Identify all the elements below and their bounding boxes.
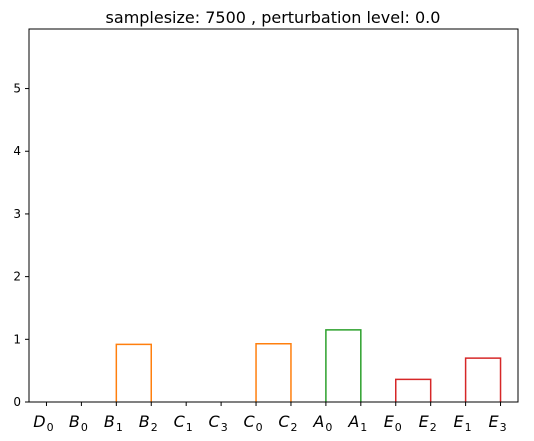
y-tick-label: 3 xyxy=(13,207,21,221)
leaf-label-C3: C3 xyxy=(209,412,228,434)
chart-title: samplesize: 7500 , perturbation level: 0… xyxy=(106,8,441,27)
leaf-label-E0: E0 xyxy=(384,412,402,434)
leaf-label-B1: B1 xyxy=(104,412,123,434)
leaf-label-E3: E3 xyxy=(488,412,506,434)
leaf-label-C1: C1 xyxy=(174,412,193,434)
dendrogram-link-8 xyxy=(325,329,362,402)
leaf-label-E2: E2 xyxy=(419,412,437,434)
leaf-label-C2: C2 xyxy=(278,412,297,434)
y-tick-label: 1 xyxy=(13,332,21,346)
dendrogram-link-9 xyxy=(395,378,432,402)
x-axis: D0 B0 B1 B2 C1 C3 C0 C2 A0 A1 E0 E2 E1 E3 xyxy=(33,402,507,434)
leaf-label-D0: D0 xyxy=(33,412,53,434)
leaf-label-A0: A0 xyxy=(312,412,332,434)
axes-frame xyxy=(28,28,519,403)
leaf-label-E1: E1 xyxy=(454,412,472,434)
y-axis: 0 1 2 3 4 5 xyxy=(13,82,29,409)
y-tick-label: 0 xyxy=(13,395,21,409)
dendrogram-link-10 xyxy=(464,357,502,402)
dendrogram-link-1 xyxy=(115,343,152,402)
dendrogram-links xyxy=(115,329,502,402)
leaf-label-C0: C0 xyxy=(243,412,262,434)
y-tick-label: 4 xyxy=(13,144,21,158)
y-tick-label: 5 xyxy=(13,82,21,96)
leaf-label-B2: B2 xyxy=(139,412,158,434)
y-tick-label: 2 xyxy=(13,270,21,284)
dendrogram-link-3 xyxy=(255,342,292,402)
leaf-label-B0: B0 xyxy=(69,412,88,434)
leaf-label-A1: A1 xyxy=(347,412,367,434)
